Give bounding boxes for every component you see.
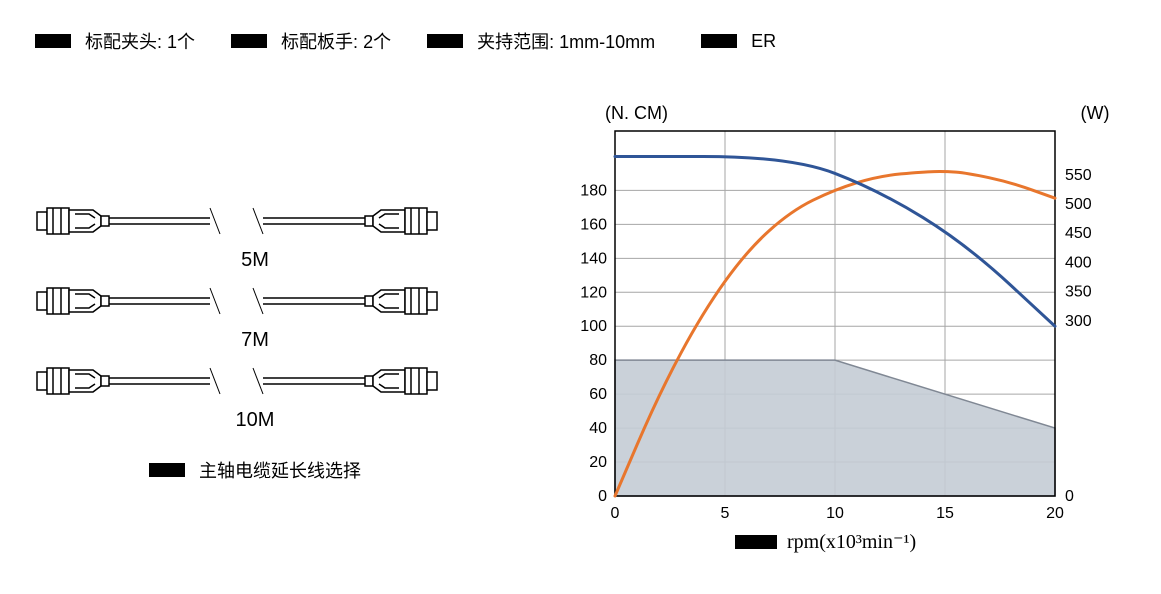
- cable-item: 10M: [35, 360, 475, 432]
- svg-text:160: 160: [580, 216, 607, 233]
- svg-text:5: 5: [721, 505, 730, 522]
- spec-label: 标配板手: 2个: [281, 28, 391, 54]
- svg-text:20: 20: [589, 454, 607, 471]
- bullet-icon: [231, 34, 267, 48]
- bullet-icon: [149, 463, 185, 477]
- svg-text:80: 80: [589, 352, 607, 369]
- cable-options: 5M 7M: [35, 200, 475, 483]
- cable-length: 10M: [35, 409, 475, 432]
- svg-text:400: 400: [1065, 254, 1092, 271]
- spec-label: 标配夹头: 1个: [85, 28, 195, 54]
- spec-header: 标配夹头: 1个 标配板手: 2个 夹持范围: 1mm-10mm ER: [35, 28, 1126, 54]
- svg-text:300: 300: [1065, 313, 1092, 330]
- svg-text:rpm(x10³min⁻¹): rpm(x10³min⁻¹): [787, 531, 916, 553]
- cable-length: 5M: [35, 249, 475, 272]
- svg-text:60: 60: [589, 386, 607, 403]
- cable-item: 5M: [35, 200, 475, 272]
- svg-text:140: 140: [580, 250, 607, 267]
- svg-text:0: 0: [1065, 488, 1074, 505]
- cable-section-title: 主轴电缆延长线选择: [35, 457, 475, 483]
- svg-text:0: 0: [611, 505, 620, 522]
- cable-length: 7M: [35, 329, 475, 352]
- cable-icon: [35, 200, 445, 242]
- spec-label: ER: [751, 31, 776, 52]
- bullet-icon: [701, 34, 737, 48]
- svg-text:(W): (W): [1081, 103, 1110, 123]
- svg-text:100: 100: [580, 318, 607, 335]
- svg-text:120: 120: [580, 284, 607, 301]
- svg-text:0: 0: [598, 488, 607, 505]
- cable-icon: [35, 280, 445, 322]
- svg-text:10: 10: [826, 505, 844, 522]
- cable-item: 7M: [35, 280, 475, 352]
- cable-icon: [35, 360, 445, 402]
- svg-text:180: 180: [580, 182, 607, 199]
- svg-text:350: 350: [1065, 284, 1092, 301]
- svg-text:450: 450: [1065, 225, 1092, 242]
- performance-chart: 0510152002040608010012014016018003003504…: [555, 95, 1135, 565]
- svg-text:500: 500: [1065, 196, 1092, 213]
- chart-svg: 0510152002040608010012014016018003003504…: [555, 95, 1135, 565]
- svg-text:20: 20: [1046, 505, 1064, 522]
- svg-text:40: 40: [589, 420, 607, 437]
- spec-label: 夹持范围: 1mm-10mm: [477, 28, 655, 54]
- bullet-icon: [35, 34, 71, 48]
- svg-text:(N. CM): (N. CM): [605, 103, 668, 123]
- svg-text:15: 15: [936, 505, 954, 522]
- bullet-icon: [427, 34, 463, 48]
- svg-text:550: 550: [1065, 167, 1092, 184]
